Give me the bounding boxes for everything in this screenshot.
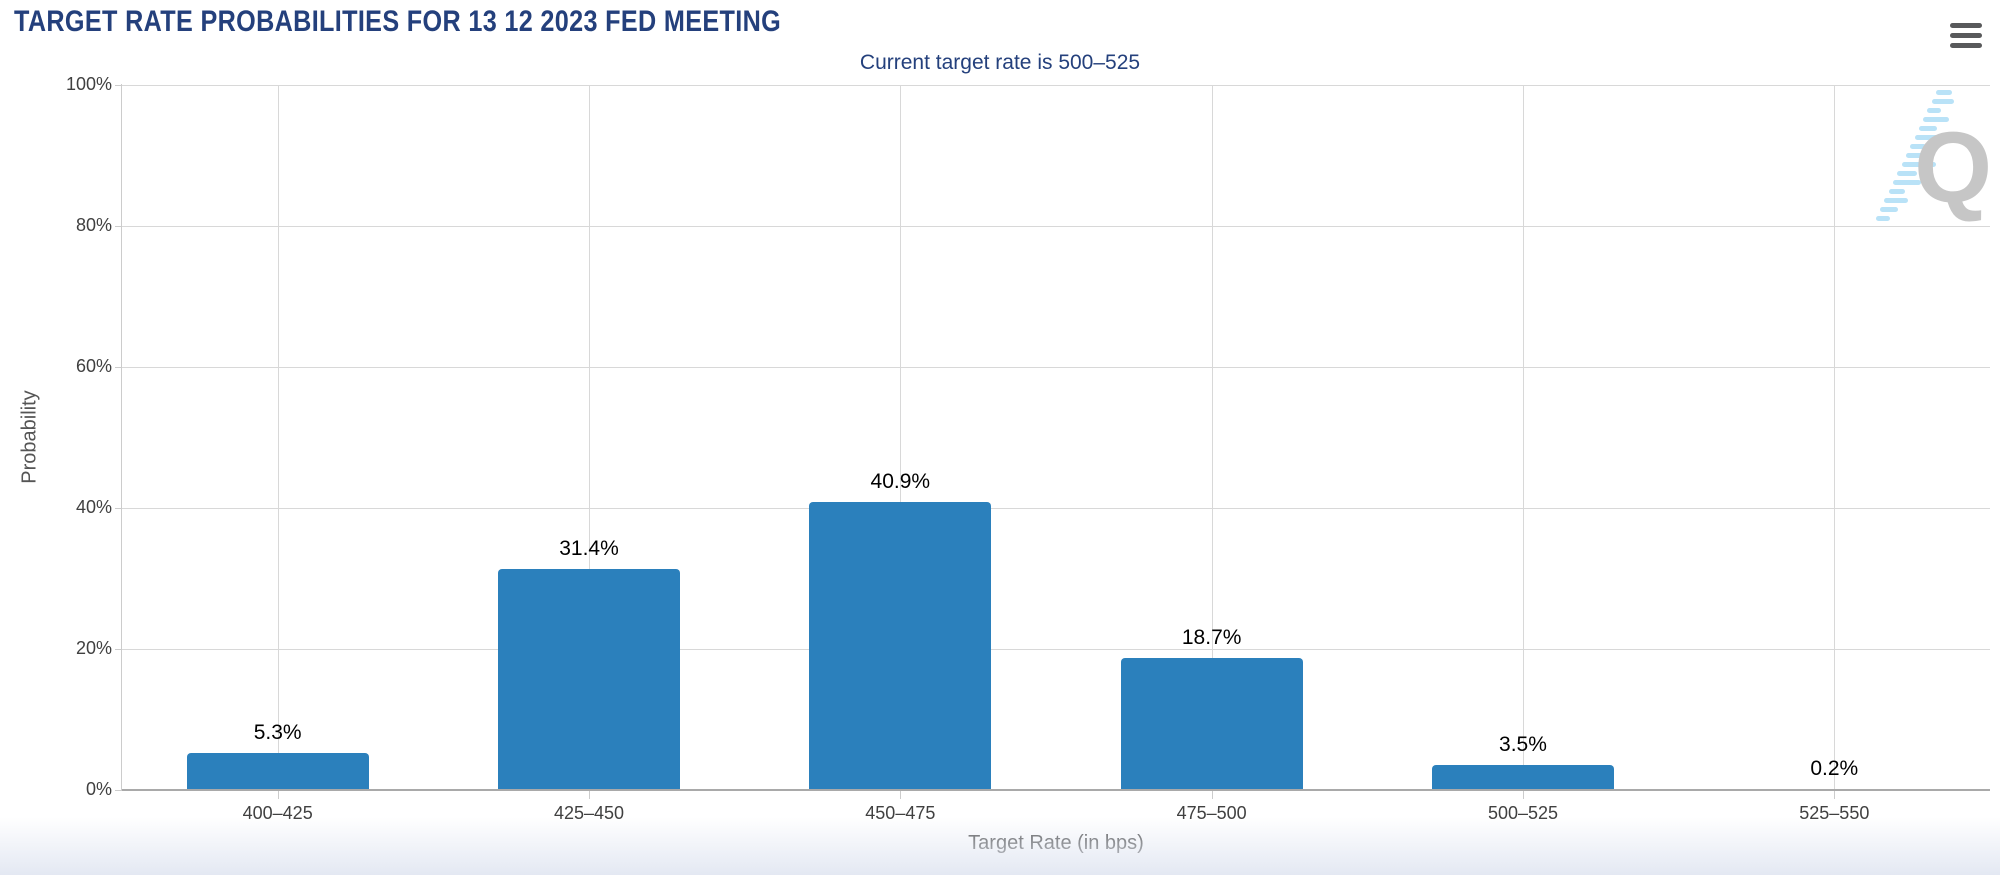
y-gridline	[122, 85, 1990, 86]
bar-value-label: 5.3%	[253, 720, 302, 744]
x-tick-label: 425–450	[553, 803, 625, 823]
x-axis-category: 525–550	[1679, 790, 1990, 824]
bar-value-label: 3.5%	[1499, 733, 1547, 757]
y-tick-mark	[115, 85, 122, 86]
x-tick-mark	[588, 790, 590, 799]
x-tick-label: 450–475	[865, 803, 936, 823]
y-tick-label: 100%	[65, 74, 112, 94]
plot-columns: 5.3% 31.4% 40.9% 18.7% 3.5% 0.2%	[122, 85, 1990, 790]
category-column: 40.9%	[745, 85, 1056, 790]
plot-area: 5.3% 31.4% 40.9% 18.7% 3.5% 0.2%	[122, 85, 1990, 791]
y-tick-label: 20%	[75, 638, 112, 658]
probability-bar[interactable]	[809, 501, 992, 790]
x-axis-baseline	[122, 789, 1990, 791]
bar-value-label: 31.4%	[559, 536, 619, 560]
y-axis-title: Probability	[18, 390, 41, 484]
bar-value-label: 18.7%	[1181, 626, 1242, 650]
y-tick-mark	[115, 226, 122, 227]
y-tick-mark	[115, 508, 122, 509]
category-column: 18.7%	[1056, 85, 1367, 790]
probability-bar[interactable]	[186, 752, 369, 790]
probability-bar[interactable]	[497, 568, 680, 790]
x-gridline	[1211, 85, 1213, 790]
x-tick-mark	[277, 790, 279, 799]
bar-value-label: 0.2%	[1810, 756, 1859, 780]
y-tick-label: 40%	[75, 497, 112, 517]
chart-subtitle: Current target rate is 500–525	[859, 51, 1141, 74]
bar-value-label: 40.9%	[870, 469, 931, 493]
y-tick-mark	[115, 367, 122, 368]
x-axis-category: 450–475	[745, 790, 1056, 824]
chart-context-menu-button[interactable]	[1950, 23, 1984, 51]
probability-bar[interactable]	[1431, 765, 1614, 790]
x-tick-label: 500–525	[1487, 803, 1559, 823]
x-tick-label: 525–550	[1799, 803, 1870, 823]
x-gridline	[1834, 85, 1836, 790]
x-tick-mark	[1834, 790, 1836, 799]
y-tick-label: 0%	[85, 779, 112, 799]
x-gridline	[277, 85, 279, 790]
chart-title: TARGET RATE PROBABILITIES FOR 13 12 2023…	[14, 5, 782, 38]
y-axis-line	[121, 84, 122, 790]
x-axis-category: 475–500	[1056, 790, 1367, 824]
x-axis-title: Target Rate (in bps)	[968, 832, 1144, 854]
x-axis-category: 500–525	[1367, 790, 1678, 824]
y-gridline	[122, 508, 1990, 509]
y-tick-label: 80%	[75, 215, 112, 235]
y-tick-mark	[115, 649, 122, 650]
probability-bar[interactable]	[1120, 658, 1303, 790]
y-gridline	[122, 226, 1990, 227]
y-gridline	[122, 649, 1990, 650]
x-axis: 400–425 425–450 450–475 475–500 500–525 525–5…	[122, 790, 1990, 824]
x-gridline	[588, 85, 590, 790]
y-tick-label: 60%	[75, 356, 112, 376]
x-axis-category: 425–450	[433, 790, 744, 824]
x-tick-label: 475–500	[1176, 803, 1247, 823]
x-tick-mark	[1522, 790, 1524, 799]
x-tick-mark	[1211, 790, 1213, 799]
x-tick-label: 400–425	[242, 803, 313, 823]
y-tick-mark	[115, 790, 122, 791]
x-tick-mark	[900, 790, 902, 799]
x-gridline	[1522, 85, 1524, 790]
hamburger-icon	[1950, 23, 1984, 48]
category-column: 3.5%	[1367, 85, 1678, 790]
x-axis-category: 400–425	[122, 790, 433, 824]
category-column: 0.2%	[1679, 85, 1990, 790]
y-gridline	[122, 367, 1990, 368]
category-column: 5.3%	[122, 85, 433, 790]
x-gridline	[900, 85, 902, 790]
category-column: 31.4%	[433, 85, 744, 790]
